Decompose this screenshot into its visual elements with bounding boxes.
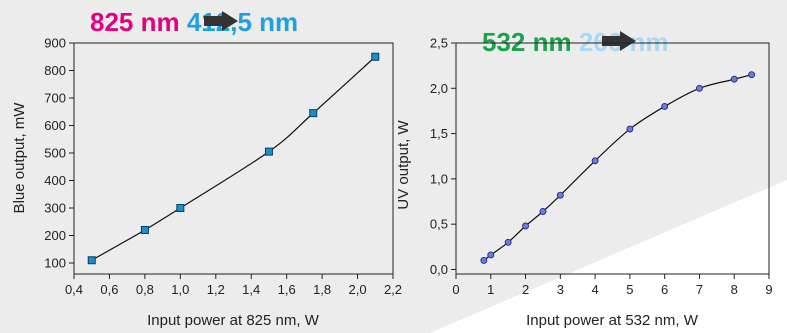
chart-uv-output: 532 nm 266 nm 0 1 2 3 4 5 6 7 8 9 0,0 0,5 1,0 1,5 2,0… <box>395 27 773 329</box>
c2-x-tick-label: 6 <box>661 282 668 297</box>
c1-x-tick-label: 0,4 <box>65 282 83 297</box>
c1-x-tick-label: 0,8 <box>136 282 154 297</box>
c1-x-tick-label: 1,8 <box>313 282 331 297</box>
c2-x-tick-label: 3 <box>557 282 564 297</box>
c2-y-tick-label: 1,0 <box>430 171 448 186</box>
chart2-title: 532 nm 266 nm <box>482 27 668 57</box>
c2-x-tick-label: 4 <box>591 282 598 297</box>
chart1-title-to: 412,5 nm <box>187 7 298 37</box>
chart2-title-from: 532 nm <box>482 27 572 57</box>
c2-data-point <box>480 256 488 264</box>
c2-data-point <box>504 238 512 246</box>
chart1-y-axis-label: Blue output, mW <box>11 102 28 214</box>
c1-y-tick-label: 600 <box>44 118 66 133</box>
chart1-title-from: 825 nm <box>90 7 180 37</box>
c1-x-tick-label: 0,6 <box>100 282 118 297</box>
c1-data-point <box>264 147 273 156</box>
c1-data-point <box>87 256 96 265</box>
c2-data-point <box>730 75 738 83</box>
c2-data-point <box>522 222 530 230</box>
c2-y-tick-label: 1,5 <box>430 126 448 141</box>
c2-data-point <box>661 102 669 110</box>
c2-data-point <box>695 84 703 92</box>
c2-y-tick-label: 2,0 <box>430 81 448 96</box>
chart2-y-axis-label: UV output, W <box>395 120 412 210</box>
c2-data-point <box>539 208 547 215</box>
c1-x-tick-label: 1,6 <box>278 282 296 297</box>
c2-x-tick-label: 5 <box>626 282 633 297</box>
c1-x-tick-label: 1,2 <box>207 282 225 297</box>
c1-data-point <box>140 226 149 234</box>
c2-data-point <box>487 251 495 259</box>
c1-data-point <box>371 52 380 61</box>
c1-y-tick-label: 400 <box>44 173 66 188</box>
c1-x-tick-label: 1,4 <box>242 282 260 297</box>
c1-data-point <box>176 204 185 212</box>
c1-y-tick-label: 700 <box>44 91 66 106</box>
chart2-title-arrow-icon <box>602 31 636 51</box>
c2-x-tick-label: 9 <box>765 282 772 297</box>
c2-x-tick-label: 2 <box>522 282 529 297</box>
background-highlight <box>430 180 787 333</box>
c2-data-point <box>626 125 634 133</box>
chart-blue-output: 825 nm 412,5 nm 0,4 0,6 0,8 1,0 1,2 1,4 1,6 1,8… <box>11 7 402 329</box>
c2-y-tick-label: 0,5 <box>430 217 448 232</box>
c2-x-tick-label: 0 <box>452 282 459 297</box>
c1-y-tick-label: 100 <box>44 256 66 271</box>
c2-y-tick-label: 0,0 <box>430 262 448 277</box>
chart2-plot-frame <box>455 42 770 275</box>
chart1-plot-frame <box>73 42 394 275</box>
chart1-title: 825 nm 412,5 nm <box>90 7 298 37</box>
c2-x-tick-label: 1 <box>487 282 494 297</box>
c1-x-tick-label: 2,2 <box>384 282 402 297</box>
c2-data-point <box>748 71 756 79</box>
c1-x-tick-label: 1,0 <box>171 282 189 297</box>
c1-data-point <box>309 109 318 118</box>
c1-y-tick-label: 800 <box>44 63 66 78</box>
chart1-x-axis-label: Input power at 825 nm, W <box>147 312 320 329</box>
c1-y-tick-label: 900 <box>44 36 66 51</box>
c2-x-tick-label: 8 <box>731 282 738 297</box>
c1-y-tick-label: 200 <box>44 228 66 243</box>
c2-y-tick-label: 2,5 <box>430 36 448 51</box>
c1-y-tick-label: 300 <box>44 201 66 216</box>
c1-x-tick-label: 2,0 <box>349 282 367 297</box>
c2-x-tick-label: 7 <box>696 282 703 297</box>
c2-data-point <box>556 191 564 199</box>
c1-y-tick-label: 500 <box>44 146 66 161</box>
chart1-title-arrow-icon <box>204 11 238 31</box>
c2-data-point <box>591 157 599 165</box>
chart2-x-axis-label: Input power at 532 nm, W <box>526 312 699 329</box>
